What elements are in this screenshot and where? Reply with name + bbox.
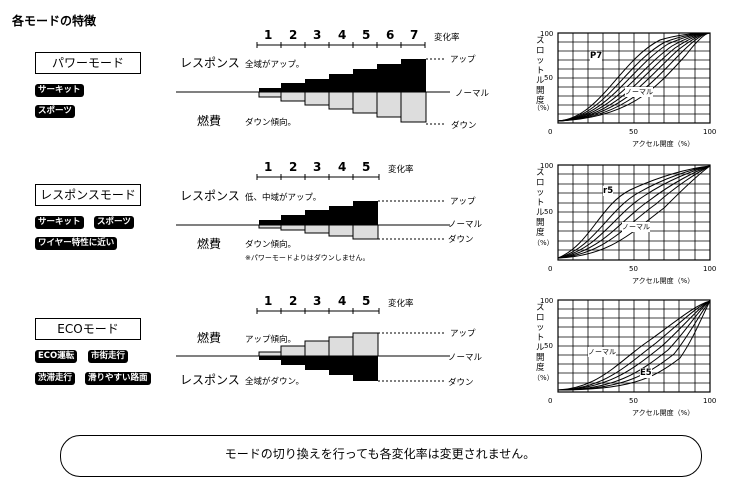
step-3: 3 <box>313 160 322 174</box>
curve-label: P7 <box>590 51 603 61</box>
step-3: 3 <box>313 28 322 42</box>
mode-name-power: パワーモード <box>35 52 141 74</box>
tag-wire: ワイヤー特性に近い <box>35 237 118 250</box>
mode-name-eco: ECOモード <box>35 318 141 340</box>
tick-0: 0 <box>548 397 553 405</box>
tag-city: 市街走行 <box>88 350 129 363</box>
step-1: 1 <box>264 160 273 174</box>
step-2: 2 <box>289 28 298 42</box>
curve-label: E5 <box>640 368 652 378</box>
y-axis-label: スロットル開度 <box>536 168 545 238</box>
bottom-note: ダウン傾向。 <box>245 118 297 128</box>
tick-100: 100 <box>703 397 717 405</box>
tick-0: 0 <box>548 265 553 273</box>
normal-curve-label: ノーマル <box>588 347 616 357</box>
step-3: 3 <box>313 294 322 308</box>
tag-circuit: サーキット <box>35 84 84 97</box>
bottom-note: 全域がダウン。 <box>245 377 304 387</box>
step-1: 1 <box>264 294 273 308</box>
x-axis-label: アクセル開度（%） <box>632 409 695 417</box>
step-2: 2 <box>289 160 298 174</box>
x-axis-label: アクセル開度（%） <box>632 140 695 148</box>
extra-note: ※パワーモードよりはダウンしません。 <box>245 254 370 262</box>
step-4: 4 <box>338 28 347 42</box>
tag-sports: スポーツ <box>94 216 134 229</box>
curve-label: r5 <box>603 186 614 196</box>
tick-50: 50 <box>544 74 553 82</box>
power-throttle-graph <box>557 32 711 124</box>
top-note: 低、中域がアップ。 <box>245 193 322 203</box>
bottom-label: レスポンス <box>180 373 240 387</box>
henka-label: 変化率 <box>434 33 460 43</box>
step-5: 5 <box>362 294 371 308</box>
step-7: 7 <box>410 28 419 42</box>
step-2: 2 <box>289 294 298 308</box>
top-note: アップ傾向。 <box>245 335 297 345</box>
top-note: 全域がアップ。 <box>245 60 305 70</box>
tick-50: 50 <box>544 208 553 216</box>
tag-eco-drive: ECO運転 <box>35 350 78 363</box>
eco-throttle-graph <box>557 299 711 393</box>
y-axis-label: スロットル開度 <box>536 36 545 106</box>
normal-label: ノーマル <box>448 353 483 363</box>
tick-50: 50 <box>629 397 638 405</box>
step-4: 4 <box>338 294 347 308</box>
down-label: ダウン <box>448 378 474 388</box>
top-label: レスポンス <box>180 189 240 203</box>
tag-sports: スポーツ <box>35 105 75 118</box>
response-throttle-graph <box>557 164 711 261</box>
henka-label: 変化率 <box>388 299 414 309</box>
step-1: 1 <box>264 28 273 42</box>
power-bars <box>176 42 450 125</box>
response-bars <box>176 174 450 240</box>
bottom-note: ダウン傾向。 <box>245 240 297 250</box>
henka-label: 変化率 <box>388 165 414 175</box>
normal-label: ノーマル <box>455 89 490 99</box>
y-axis-unit: （%） <box>533 104 554 112</box>
top-label: レスポンス <box>180 56 240 70</box>
bottom-label: 燃費 <box>197 114 222 128</box>
bottom-label: 燃費 <box>197 237 222 251</box>
page-title: 各モードの特徴 <box>12 14 97 28</box>
step-6: 6 <box>386 28 395 42</box>
mode-name-response: レスポンスモード <box>35 184 141 206</box>
normal-label: ノーマル <box>448 220 483 230</box>
down-label: ダウン <box>451 121 477 131</box>
tag-slippery: 滑りやすい路面 <box>85 372 151 385</box>
step-4: 4 <box>338 160 347 174</box>
normal-curve-label: ノーマル <box>622 222 650 232</box>
tick-100: 100 <box>540 30 554 38</box>
step-5: 5 <box>362 28 371 42</box>
up-label: アップ <box>450 197 476 207</box>
x-axis-label: アクセル開度（%） <box>632 277 695 285</box>
y-axis-unit: （%） <box>533 374 554 382</box>
tag-circuit: サーキット <box>35 216 84 229</box>
tick-50: 50 <box>629 128 638 136</box>
step-5: 5 <box>362 160 371 174</box>
up-label: アップ <box>450 329 476 339</box>
tag-traffic: 渋滞走行 <box>35 372 76 385</box>
tick-100: 100 <box>540 162 554 170</box>
tick-50: 50 <box>629 265 638 273</box>
tick-100: 100 <box>703 128 717 136</box>
tick-100: 100 <box>540 297 554 305</box>
footer-text: モードの切り換えを行っても各変化率は変更されません。 <box>224 447 536 461</box>
tick-0: 0 <box>548 128 553 136</box>
down-label: ダウン <box>448 235 474 245</box>
tick-50: 50 <box>544 342 553 350</box>
up-label: アップ <box>450 55 476 65</box>
normal-curve-label: ノーマル <box>625 87 653 97</box>
y-axis-unit: （%） <box>533 239 554 247</box>
y-axis-label: スロットル開度 <box>536 303 545 373</box>
eco-bars <box>176 308 450 382</box>
tick-100: 100 <box>703 265 717 273</box>
top-label: 燃費 <box>197 331 222 345</box>
